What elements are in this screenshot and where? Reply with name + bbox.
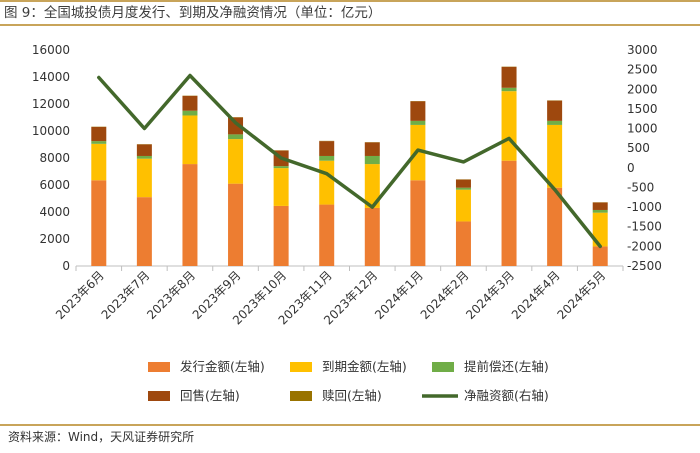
bar-segment (228, 117, 244, 135)
right-axis-tick-label: 1000 (627, 122, 658, 136)
line-layer (97, 73, 602, 249)
bar-segment (410, 120, 426, 125)
category-label: 2024年3月 (463, 268, 517, 322)
left-axis-tick-label: 10000 (32, 124, 70, 138)
bar-segment (364, 207, 380, 266)
bar-segment (273, 168, 289, 206)
right-axis-tick-label: -500 (627, 180, 654, 194)
bar-segment (455, 189, 471, 222)
left-axis-tick-label: 6000 (39, 178, 70, 192)
bar-segment (455, 187, 471, 190)
bar-segment (547, 124, 563, 188)
legend-swatch (290, 362, 312, 372)
bar-segment (501, 66, 517, 88)
bar-segment (91, 180, 107, 266)
bar-segment (547, 120, 563, 125)
left-axis-tick-label: 0 (62, 259, 70, 273)
legend-label: 回售(左轴) (180, 388, 240, 403)
left-axis-tick-label: 4000 (39, 205, 70, 219)
bar-segment (136, 144, 152, 156)
legend-swatch (148, 362, 170, 372)
bar-segment (592, 212, 608, 247)
bar-segment (501, 91, 517, 161)
bar-segment (91, 143, 107, 181)
bar-segment (364, 155, 380, 165)
bar-segment (501, 87, 517, 92)
bar-segment (592, 202, 608, 210)
bar-segment (182, 164, 198, 266)
bar-segment (547, 100, 563, 121)
bar-segment (182, 110, 198, 116)
bar-segment (228, 183, 244, 266)
category-label: 2024年4月 (509, 268, 563, 322)
legend-label: 发行金额(左轴) (180, 359, 265, 374)
bar-segment (364, 164, 380, 208)
bar-segment (455, 179, 471, 188)
category-label: 2024年2月 (418, 268, 472, 322)
category-label: 2024年1月 (372, 268, 426, 322)
legend-label: 到期金额(左轴) (322, 359, 407, 374)
left-axis-tick-label: 8000 (39, 151, 70, 165)
bar-segment (319, 155, 335, 161)
legend-label: 提前偿还(左轴) (464, 359, 549, 374)
bar-segment (319, 141, 335, 156)
bar-segment (273, 166, 289, 169)
bar-segment (228, 134, 244, 140)
category-label: 2023年8月 (144, 268, 198, 322)
bar-segment (410, 101, 426, 121)
bar-segment (273, 205, 289, 266)
source-note: 资料来源：Wind，天风证券研究所 (0, 424, 700, 453)
left-axis-tick-label: 2000 (39, 232, 70, 246)
category-label: 2024年5月 (554, 268, 608, 322)
bars-layer (91, 66, 608, 266)
right-axis-tick-label: 3000 (627, 43, 658, 57)
bar-segment (592, 246, 608, 266)
bar-segment (182, 95, 198, 111)
legend-swatch (290, 391, 312, 401)
legend: 发行金额(左轴) 到期金额(左轴) 提前偿还(左轴) 回售(左轴) 赎回(左轴) 净融资额… (148, 359, 549, 403)
legend-label: 净融资额(右轴) (464, 388, 549, 403)
category-label: 2023年7月 (99, 268, 153, 322)
right-axis-tick-label: -2000 (627, 239, 662, 253)
legend-swatch (148, 391, 170, 401)
bar-segment (592, 209, 608, 213)
legend-swatch (432, 362, 454, 372)
chart: 0200040006000800010000120001400016000-25… (32, 43, 662, 403)
bar-segment (91, 126, 107, 142)
bar-segment (364, 142, 380, 156)
bar-segment (410, 180, 426, 266)
bar-segment (501, 160, 517, 266)
axes-layer: 0200040006000800010000120001400016000-25… (32, 43, 662, 327)
left-axis-tick-label: 16000 (32, 43, 70, 57)
net-financing-line (97, 73, 602, 249)
bar-segment (182, 115, 198, 165)
bar-segment (455, 221, 471, 266)
bar-segment (547, 187, 563, 266)
bar-segment (136, 197, 152, 266)
right-axis-tick-label: -1500 (627, 220, 662, 234)
bar-segment (136, 155, 152, 159)
right-axis-tick-label: 2000 (627, 82, 658, 96)
figure-title: 图 9：全国城投债月度发行、到期及净融资情况（单位：亿元） (0, 0, 700, 26)
right-axis-tick-label: -1000 (627, 200, 662, 214)
right-axis-tick-label: -2500 (627, 259, 662, 273)
legend-label: 赎回(左轴) (322, 388, 382, 403)
bar-segment (319, 160, 335, 205)
right-axis-tick-label: 500 (627, 141, 650, 155)
bar-segment (136, 158, 152, 198)
bar-segment (319, 204, 335, 266)
left-axis-tick-label: 12000 (32, 97, 70, 111)
right-axis-tick-label: 2500 (627, 63, 658, 77)
bar-segment (228, 139, 244, 184)
bar-segment (91, 141, 107, 144)
category-label: 2023年6月 (53, 268, 107, 322)
left-axis-tick-label: 14000 (32, 70, 70, 84)
right-axis-tick-label: 1500 (627, 102, 658, 116)
right-axis-tick-label: 0 (627, 161, 635, 175)
